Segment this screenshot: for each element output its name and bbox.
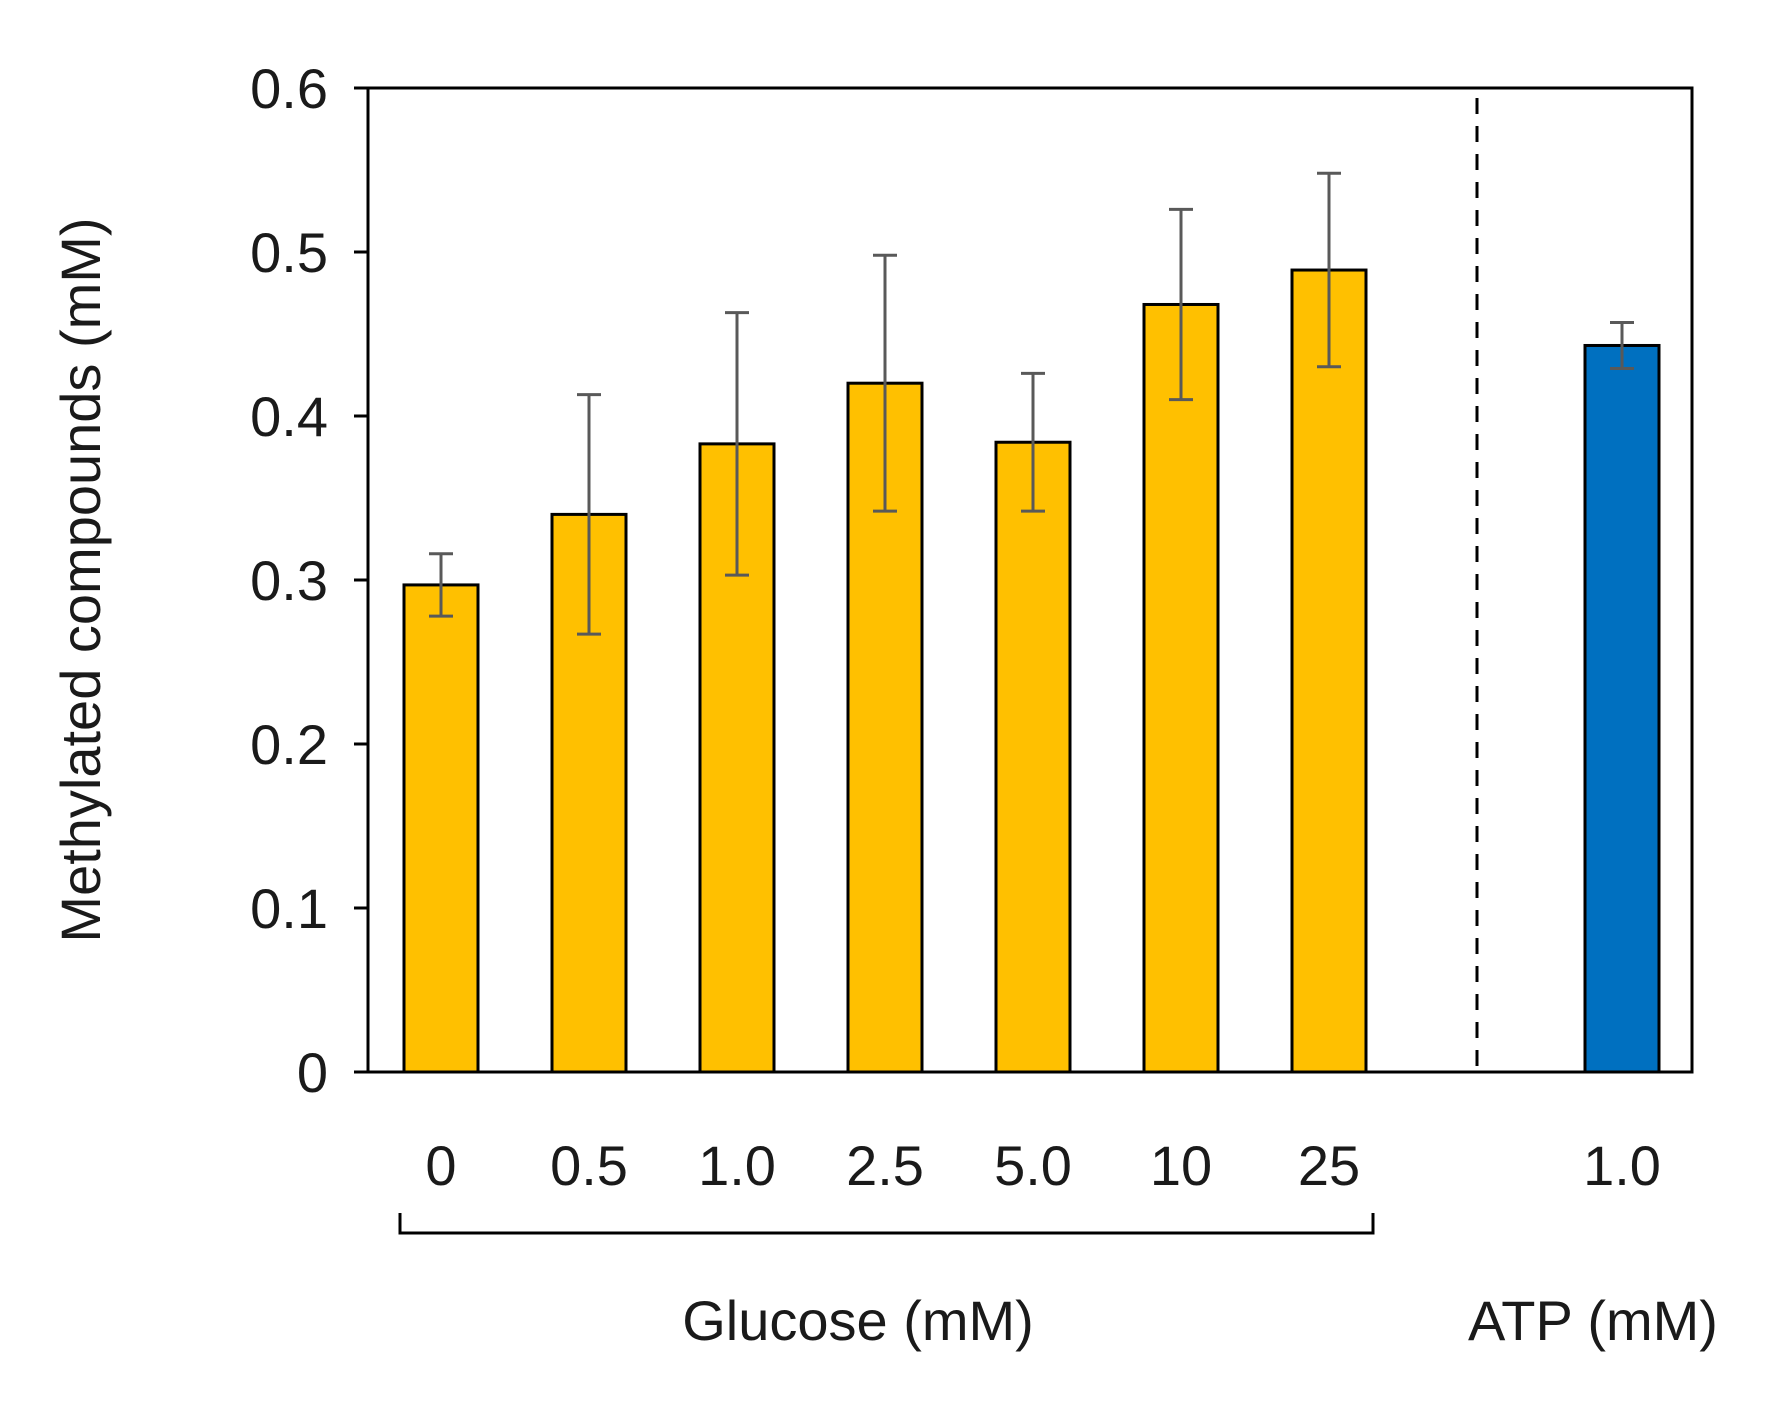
- bar: [402, 583, 480, 1074]
- bars-layer: [402, 171, 1661, 1074]
- x-category-label: 1.0: [698, 1134, 776, 1197]
- bar: [1583, 343, 1661, 1074]
- x-category-label: 0: [425, 1134, 456, 1197]
- y-tick-label: 0.5: [250, 221, 328, 284]
- y-tick-label: 0.2: [250, 713, 328, 776]
- group-title-atp: ATP (mM): [1468, 1289, 1718, 1352]
- bar: [1290, 268, 1368, 1074]
- x-category-label: 10: [1150, 1134, 1212, 1197]
- y-tick-label: 0: [297, 1041, 328, 1104]
- labels-layer: 0 0.1 0.2 0.3 0.4 0.5 0.6 Methylated compounds …: [49, 57, 1718, 1352]
- y-tick-label: 0.1: [250, 877, 328, 940]
- y-axis-title: Methylated compounds (mM): [49, 217, 112, 942]
- x-category-label: 0.5: [550, 1134, 628, 1197]
- y-tick-label: 0.4: [250, 385, 328, 448]
- x-category-label: 25: [1298, 1134, 1360, 1197]
- group-title-glucose: Glucose (mM): [682, 1289, 1034, 1352]
- x-category-label: 2.5: [846, 1134, 924, 1197]
- x-category-label: 1.0: [1583, 1134, 1661, 1197]
- y-tick-label: 0.6: [250, 57, 328, 120]
- y-tick-label: 0.3: [250, 549, 328, 612]
- glucose-bracket: [398, 1213, 1375, 1235]
- x-category-label: 5.0: [994, 1134, 1072, 1197]
- bar: [1142, 302, 1220, 1074]
- bar: [994, 440, 1072, 1074]
